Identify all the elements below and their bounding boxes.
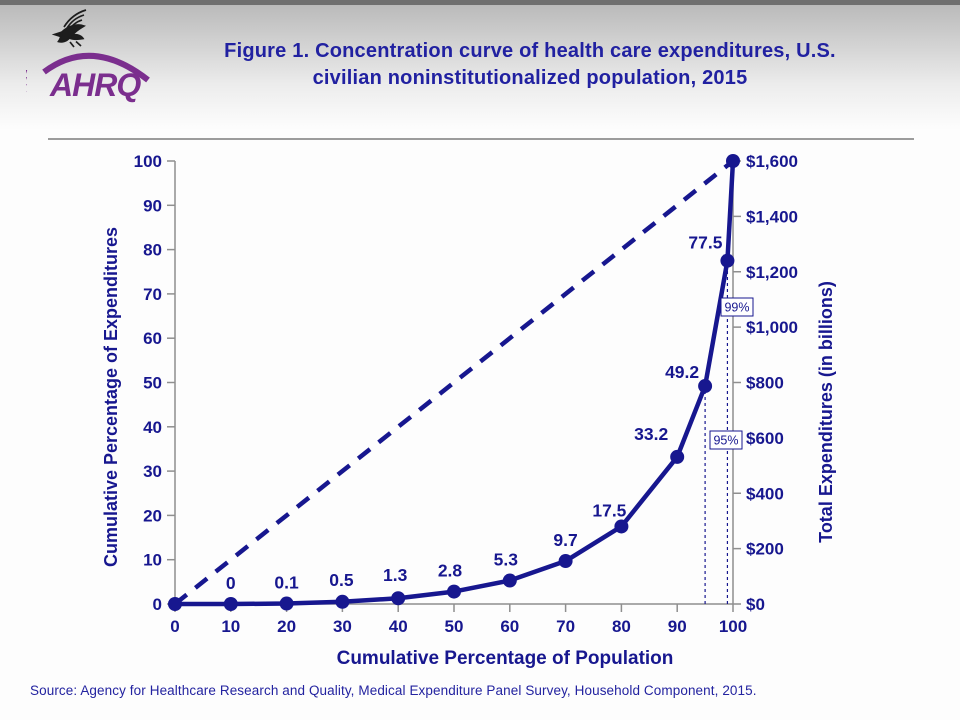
left-axis-tick-label: 0 <box>153 595 162 614</box>
figure-title: Figure 1. Concentration curve of health … <box>150 38 910 92</box>
figure-title-line2: civilian noninstitutionalized population… <box>312 67 748 89</box>
percentile-label-box <box>709 430 743 450</box>
x-axis-tick-label: 20 <box>277 617 296 636</box>
x-axis-tick-label: 50 <box>445 617 464 636</box>
x-axis-tick-label: 0 <box>170 617 179 636</box>
left-axis-title: Cumulative Percentage of Expenditures <box>101 227 121 567</box>
data-point-marker <box>335 594 350 609</box>
data-point-label: 9.7 <box>553 530 577 550</box>
right-axis-tick-label: $1,200 <box>746 263 798 282</box>
right-axis-tick-label: $400 <box>746 484 784 503</box>
header-separator <box>48 138 914 140</box>
right-axis-title: Total Expenditures (in billions) <box>816 281 836 543</box>
left-axis-tick-label: 40 <box>143 418 162 437</box>
top-border-strip <box>0 0 960 5</box>
left-axis-tick-label: 20 <box>143 506 162 525</box>
equality-dashed-line <box>173 159 735 606</box>
left-axis-tick-label: 10 <box>143 551 162 570</box>
left-axis-tick-label: 60 <box>143 329 162 348</box>
right-axis-tick-label: $1,400 <box>746 207 798 226</box>
figure-title-line1: Figure 1. Concentration curve of health … <box>224 40 836 62</box>
data-point-marker <box>558 554 573 569</box>
data-point-label: 77.5 <box>688 233 722 253</box>
hhs-eagle-icon <box>51 9 87 48</box>
data-point-label: 17.5 <box>592 500 626 520</box>
percentile-label-box <box>720 297 754 317</box>
left-axis-tick-label: 80 <box>143 241 162 260</box>
right-axis-tick-label: $1,600 <box>746 152 798 171</box>
data-point-marker <box>502 573 517 588</box>
data-point-marker <box>223 597 238 611</box>
x-axis-tick-label: 90 <box>668 617 687 636</box>
right-axis-tick-label: $1,000 <box>746 318 798 337</box>
data-point-label: 1.3 <box>383 565 408 585</box>
data-point-label: 0.5 <box>329 570 354 590</box>
right-axis-tick-label: $800 <box>746 374 784 393</box>
left-axis-tick-label: 70 <box>143 285 162 304</box>
percentile-label: 99% <box>724 301 749 315</box>
data-point-marker <box>670 449 685 464</box>
left-axis-tick-label: 100 <box>134 152 162 171</box>
x-axis-title: Cumulative Percentage of Population <box>337 648 674 669</box>
right-axis-tick-label: $200 <box>746 540 784 559</box>
x-axis-tick-label: 80 <box>612 617 631 636</box>
x-axis-tick-label: 10 <box>221 617 240 636</box>
data-point-label: 33.2 <box>634 424 668 444</box>
right-axis-tick-label: $0 <box>746 595 765 614</box>
source-note: Source: Agency for Healthcare Research a… <box>30 683 757 698</box>
right-axis-tick-label: $600 <box>746 429 784 448</box>
data-point-marker <box>614 519 629 534</box>
left-axis-tick-label: 30 <box>143 462 162 481</box>
left-axis-tick-label: 50 <box>143 374 162 393</box>
x-axis-tick-label: 40 <box>389 617 408 636</box>
data-point-label: 49.2 <box>665 362 699 382</box>
data-point-label: 5.3 <box>494 550 519 570</box>
header-background <box>0 0 960 130</box>
data-point-marker <box>726 154 740 168</box>
data-point-marker <box>447 584 461 599</box>
data-point-label: 2.8 <box>438 561 463 581</box>
data-point-marker <box>720 253 735 268</box>
x-axis-tick-label: 70 <box>556 617 575 636</box>
left-axis-tick-label: 90 <box>143 196 162 215</box>
ahrq-logo-text: AHRQ <box>49 67 141 103</box>
data-point-label: 0.1 <box>274 573 299 593</box>
data-point-marker <box>168 597 182 611</box>
data-point-marker <box>391 591 406 606</box>
x-axis-tick-label: 30 <box>333 617 352 636</box>
data-point-marker <box>279 596 294 611</box>
x-axis-tick-label: 60 <box>500 617 519 636</box>
percentile-label: 95% <box>713 434 738 448</box>
ahrq-logo: AHRQ <box>11 6 166 110</box>
data-point-marker <box>698 379 713 394</box>
ahrq-logo-svg: AHRQ <box>11 9 150 103</box>
x-axis-tick-label: 100 <box>719 617 747 636</box>
data-point-label: 0 <box>226 573 236 593</box>
